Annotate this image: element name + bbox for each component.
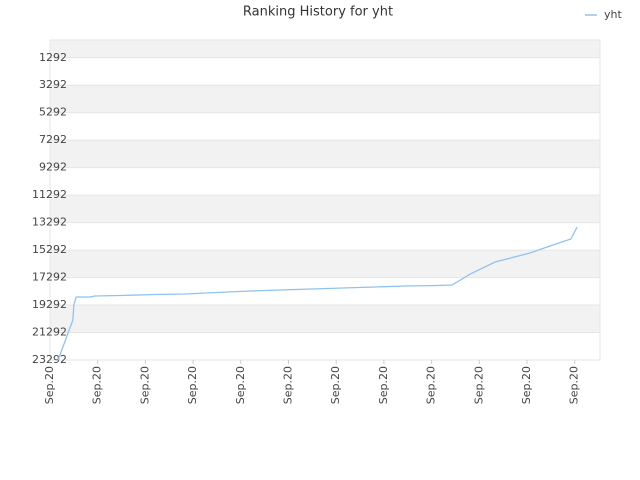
y-tick-label: 13292 [32, 216, 67, 229]
x-tick-label: Sep.20 [43, 366, 56, 404]
y-tick-label: 9292 [39, 161, 67, 174]
chart-title: Ranking History for yht [243, 5, 393, 20]
x-tick-label: Sep.20 [91, 366, 104, 404]
y-tick-label: 15292 [32, 243, 67, 256]
grid-band [50, 167, 600, 196]
grid-band [50, 305, 600, 333]
grid-band [50, 195, 600, 223]
x-tick-label: Sep.20 [425, 366, 438, 404]
x-tick-label: Sep.20 [472, 366, 485, 404]
y-tick-label: 3292 [39, 78, 67, 91]
grid-band [50, 222, 600, 251]
y-tick-label: 11292 [32, 188, 67, 201]
grid-band [50, 332, 600, 360]
grid-band [50, 57, 600, 86]
y-tick-label: 23292 [32, 353, 67, 366]
y-tick-label: 17292 [32, 271, 67, 284]
x-tick-label: Sep.20 [520, 366, 533, 404]
y-tick-label: 7292 [39, 133, 67, 146]
y-tick-label: 5292 [39, 106, 67, 119]
grid-band [50, 85, 600, 113]
series-line [57, 226, 578, 361]
grid-band [50, 40, 600, 58]
x-tick-label: Sep.20 [377, 366, 390, 404]
legend-label: yht [604, 8, 622, 21]
grid-band [50, 140, 600, 168]
x-tick-label: Sep.20 [282, 366, 295, 404]
grid-band [50, 277, 600, 306]
y-tick-label: 19292 [32, 298, 67, 311]
grid-band [50, 250, 600, 278]
x-tick-label: Sep.20 [329, 366, 342, 404]
y-tick-label: 21292 [32, 326, 67, 339]
x-tick-label: Sep.20 [138, 366, 151, 404]
x-tick-label: Sep.20 [568, 366, 581, 404]
x-tick-label: Sep.20 [186, 366, 199, 404]
grid-band [50, 112, 600, 141]
y-tick-label: 1292 [39, 51, 67, 64]
x-tick-label: Sep.20 [234, 366, 247, 404]
